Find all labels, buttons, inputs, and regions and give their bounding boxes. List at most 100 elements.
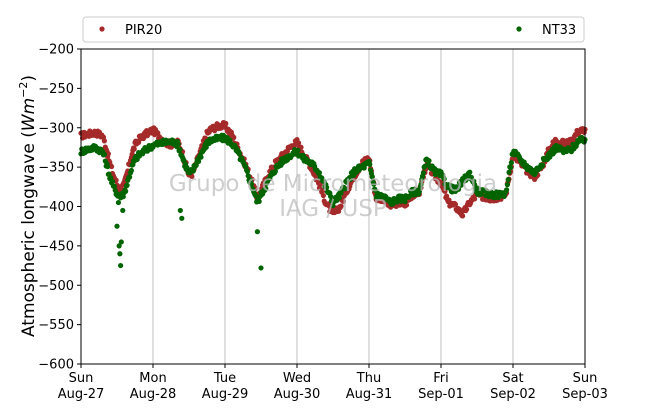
data-point [540, 162, 546, 168]
data-point [177, 207, 183, 214]
data-point [369, 174, 375, 180]
data-point [116, 243, 122, 249]
data-point [330, 203, 336, 209]
data-point [338, 203, 344, 209]
watermark-line-1: Grupo de Micrometeorologia [169, 171, 497, 197]
y-tick-label: −200 [38, 43, 74, 58]
data-point [105, 151, 111, 157]
data-point [236, 151, 242, 157]
y-tick-label: −350 [38, 161, 74, 176]
data-point [508, 165, 514, 171]
data-point [371, 181, 377, 187]
data-point [231, 134, 237, 140]
data-point [320, 192, 326, 199]
data-point [177, 146, 183, 153]
y-axis-ticks: −200 −250 −300 −350 −400 −450 −500 −550 −600 [38, 43, 81, 373]
y-tick-label: −400 [38, 200, 74, 215]
data-point [118, 262, 124, 269]
data-point [190, 168, 196, 174]
x-tick-label-date: Aug-27 [58, 387, 105, 402]
data-point [120, 194, 126, 200]
y-axis-label-main: Atmospheric longwave ( [19, 131, 39, 337]
data-point [571, 137, 577, 143]
legend-label-pir20: PIR20 [125, 23, 162, 38]
data-point [203, 144, 209, 150]
data-point [506, 169, 512, 175]
x-tick-label-day: Sun [573, 371, 598, 386]
data-point [504, 187, 510, 193]
x-tick-label-date: Sep-02 [490, 387, 536, 402]
data-point [441, 176, 447, 182]
data-point [367, 161, 373, 168]
data-point [131, 146, 137, 152]
y-axis-label: Atmospheric longwave (Wm−2) [17, 75, 39, 337]
data-point [508, 160, 514, 166]
data-point [117, 251, 123, 257]
data-point [316, 170, 322, 176]
data-point [128, 167, 134, 174]
y-tick-label: −550 [38, 318, 74, 333]
data-point [295, 147, 301, 153]
data-point [123, 188, 129, 194]
y-tick-label: −300 [38, 121, 74, 136]
y-tick-label: −450 [38, 239, 74, 254]
x-tick-label-day: Wed [283, 371, 311, 386]
data-point [340, 198, 346, 204]
data-point [124, 182, 130, 188]
data-point [504, 182, 510, 188]
data-point [418, 181, 424, 188]
data-point [336, 195, 342, 201]
x-tick-label-date: Aug-29 [202, 387, 249, 402]
data-point [245, 173, 251, 179]
y-axis-label-close: ) [19, 75, 39, 82]
data-point [118, 239, 124, 245]
data-point [464, 206, 470, 212]
data-point [416, 188, 422, 195]
data-point [193, 162, 199, 169]
watermark-line-2: IAG / USP [279, 196, 387, 222]
data-point [361, 165, 367, 171]
y-axis-label-exponent: −2 [17, 82, 30, 98]
x-tick-label-date: Aug-28 [130, 387, 177, 402]
data-point [342, 186, 348, 192]
data-point [296, 140, 302, 146]
data-point [115, 199, 122, 206]
data-point [324, 184, 330, 190]
legend-marker-pir20 [99, 26, 105, 32]
legend-marker-nt33 [516, 26, 522, 32]
x-tick-label-day: Sun [69, 371, 94, 386]
data-point [111, 183, 117, 189]
data-point [254, 229, 260, 235]
data-point [446, 197, 452, 203]
data-point [179, 215, 185, 221]
data-point [101, 151, 107, 157]
data-point [256, 198, 262, 205]
data-point [402, 199, 408, 205]
y-axis-label-unit: Wm [19, 98, 39, 131]
data-point [420, 170, 426, 176]
x-tick-label-date: Aug-30 [274, 387, 321, 402]
data-point [328, 193, 334, 199]
y-tick-label: −250 [38, 82, 74, 97]
data-point [144, 133, 150, 139]
data-point [458, 182, 464, 188]
data-point [472, 196, 478, 202]
legend-box [82, 16, 585, 43]
y-tick-label: −600 [38, 358, 74, 373]
data-point [442, 188, 448, 194]
series-nt33-points [78, 132, 588, 271]
data-point [505, 176, 511, 183]
data-point [109, 163, 115, 170]
data-point [196, 158, 202, 165]
data-point [109, 178, 116, 185]
data-point [258, 265, 264, 271]
data-point [253, 193, 259, 199]
y-tick-label: −500 [38, 279, 74, 294]
data-point [348, 176, 354, 182]
data-point [426, 158, 432, 164]
x-tick-label-date: Aug-31 [346, 387, 393, 402]
data-point [244, 168, 250, 175]
x-tick-label-date: Sep-03 [562, 387, 608, 402]
x-tick-label-day: Mon [139, 371, 166, 386]
